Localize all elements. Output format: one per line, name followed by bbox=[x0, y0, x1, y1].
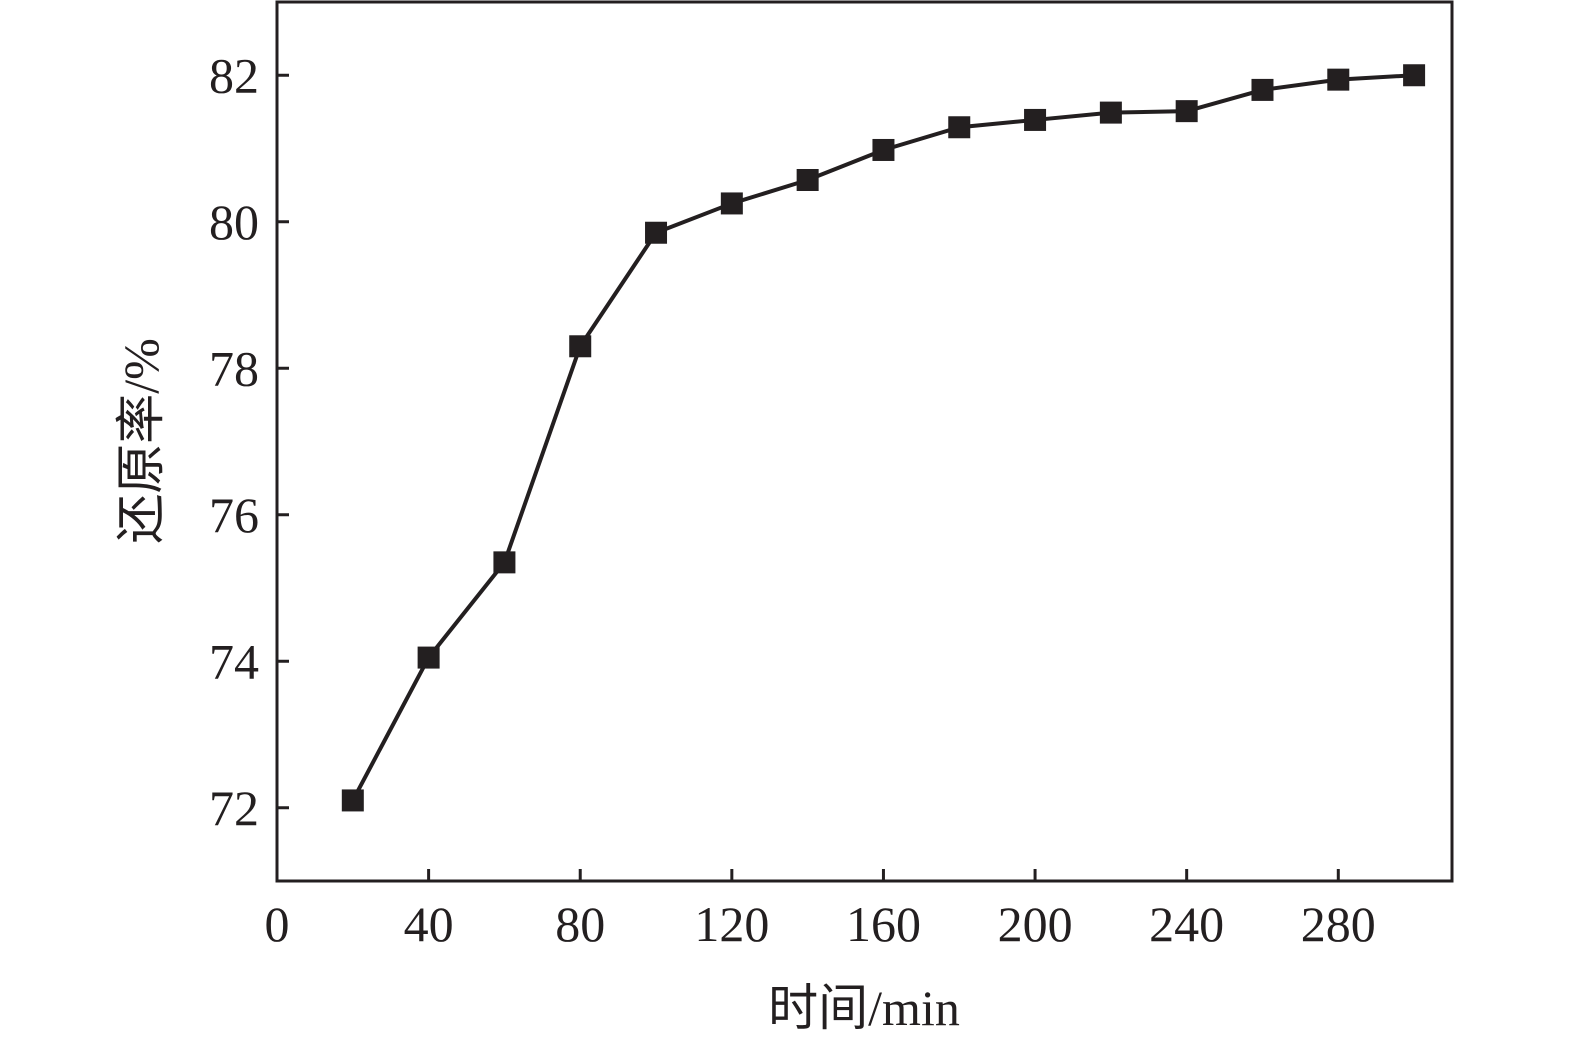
y-tick-label: 80 bbox=[209, 194, 259, 250]
data-point-marker bbox=[569, 335, 592, 358]
data-point-marker bbox=[1099, 101, 1122, 124]
x-axis-tick-labels: 0 40 80 120 160 200 240 280 bbox=[265, 896, 1376, 952]
x-axis-title: 时间/min bbox=[768, 980, 960, 1036]
data-point-marker bbox=[796, 168, 819, 191]
x-tick-label: 40 bbox=[404, 896, 454, 952]
y-tick-label: 76 bbox=[209, 487, 259, 543]
data-point-marker bbox=[493, 551, 516, 574]
data-point-marker bbox=[341, 789, 364, 812]
x-tick-label: 200 bbox=[998, 896, 1073, 952]
x-axis-ticks bbox=[275, 869, 1340, 881]
data-point-marker bbox=[720, 192, 743, 215]
data-point-marker bbox=[645, 221, 668, 244]
x-tick-label: 0 bbox=[265, 896, 290, 952]
y-tick-label: 82 bbox=[209, 47, 259, 103]
x-tick-label: 120 bbox=[694, 896, 769, 952]
plot-frame bbox=[275, 0, 1454, 883]
y-tick-label: 78 bbox=[209, 340, 259, 396]
x-tick-label: 280 bbox=[1301, 896, 1376, 952]
series-layer bbox=[341, 64, 1426, 812]
x-tick-label: 160 bbox=[846, 896, 921, 952]
series-line bbox=[351, 73, 1415, 802]
data-point-marker bbox=[417, 646, 440, 669]
y-axis-title: 还原率/% bbox=[113, 338, 169, 544]
y-tick-label: 72 bbox=[209, 780, 259, 836]
x-tick-label: 240 bbox=[1149, 896, 1224, 952]
x-tick-label: 80 bbox=[555, 896, 605, 952]
data-point-marker bbox=[1403, 64, 1426, 87]
data-point-marker bbox=[1251, 78, 1274, 101]
y-axis-ticks bbox=[277, 73, 289, 810]
data-point-marker bbox=[1327, 68, 1350, 91]
y-axis-tick-labels: 72 74 76 78 80 82 bbox=[209, 47, 259, 836]
data-point-marker bbox=[1175, 100, 1198, 123]
data-point-marker bbox=[872, 138, 895, 161]
data-point-marker bbox=[1024, 108, 1047, 131]
data-point-marker bbox=[948, 116, 971, 139]
y-tick-label: 74 bbox=[209, 633, 259, 689]
